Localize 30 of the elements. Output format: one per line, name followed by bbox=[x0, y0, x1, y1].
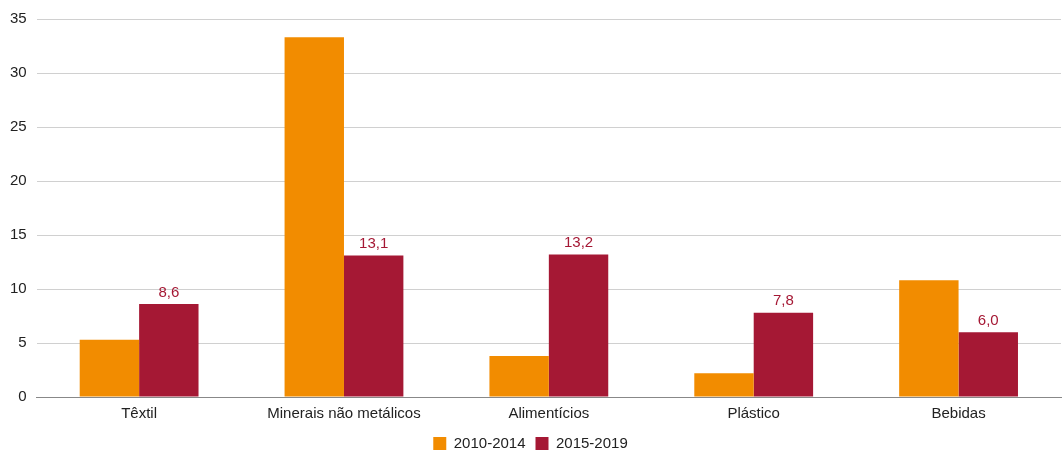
y-tick-label: 10 bbox=[10, 279, 27, 297]
legend-label: 2015-2019 bbox=[556, 433, 628, 451]
x-tick-label: Alimentícios bbox=[508, 404, 590, 422]
bar bbox=[79, 339, 140, 397]
y-tick-label: 20 bbox=[10, 171, 27, 189]
bar bbox=[489, 355, 549, 397]
bar bbox=[343, 255, 404, 397]
x-tick-label: Plástico bbox=[727, 404, 780, 422]
data-label: 7,8 bbox=[772, 291, 794, 309]
y-tick-label: 15 bbox=[10, 225, 27, 243]
y-tick-label: 30 bbox=[10, 63, 27, 81]
y-tick-label: 25 bbox=[10, 117, 27, 135]
data-label: 8,6 bbox=[158, 282, 180, 300]
data-label: 13,1 bbox=[359, 234, 389, 252]
y-tick-label: 5 bbox=[18, 333, 27, 351]
bar bbox=[753, 312, 814, 397]
bar bbox=[284, 37, 344, 397]
legend-label: 2010-2014 bbox=[453, 433, 526, 451]
bar bbox=[548, 254, 609, 397]
bar bbox=[958, 332, 1018, 397]
y-tick-label: 35 bbox=[10, 9, 27, 27]
y-tick-label: 0 bbox=[18, 387, 27, 405]
x-tick-label: Minerais não metálicos bbox=[267, 404, 421, 422]
bar bbox=[694, 373, 754, 397]
data-label: 13,2 bbox=[563, 233, 594, 251]
data-label: 6,0 bbox=[977, 310, 999, 328]
x-tick-label: Têxtil bbox=[121, 404, 158, 422]
bar bbox=[899, 280, 959, 397]
x-tick-label: Bebidas bbox=[931, 404, 986, 422]
bar bbox=[139, 304, 199, 397]
